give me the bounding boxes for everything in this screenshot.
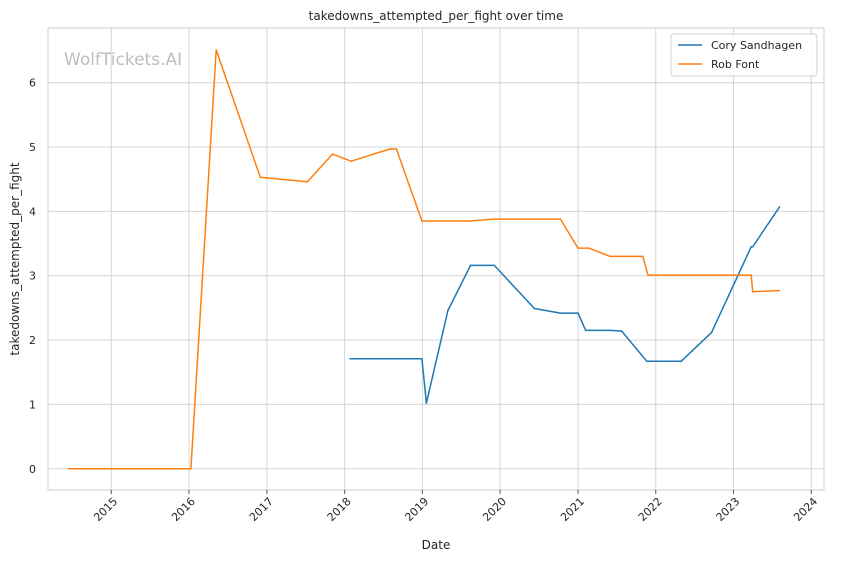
y-axis-label: takedowns_attempted_per_fight (8, 162, 22, 355)
data-point-cory-sandhagen (533, 307, 536, 310)
data-point-rob-font (492, 218, 495, 220)
data-point-cory-sandhagen (609, 329, 611, 332)
data-point-cory-sandhagen (646, 360, 648, 363)
data-point-cory-sandhagen (469, 264, 472, 267)
data-point-rob-font (609, 255, 611, 258)
data-point-rob-font (559, 218, 562, 220)
data-point-rob-font (778, 289, 781, 292)
data-point-cory-sandhagen (778, 206, 781, 208)
legend-label-rob-font: Rob Font (711, 58, 760, 71)
data-point-cory-sandhagen (493, 264, 496, 267)
data-point-cory-sandhagen (710, 331, 713, 334)
legend-box (670, 33, 818, 77)
y-tick-label: 5 (29, 141, 36, 154)
data-point-rob-font (468, 220, 471, 222)
data-point-cory-sandhagen (751, 245, 754, 248)
y-tick-label: 6 (29, 77, 36, 90)
data-point-cory-sandhagen (559, 312, 562, 314)
data-point-cory-sandhagen (421, 357, 423, 360)
y-tick-label: 1 (29, 398, 36, 411)
x-axis-label: Date (422, 538, 451, 552)
y-tick-label: 3 (29, 270, 36, 283)
series-group (67, 49, 781, 470)
y-tick-label: 0 (29, 463, 36, 476)
data-point-rob-font (215, 49, 218, 51)
data-point-cory-sandhagen (680, 360, 682, 363)
data-point-rob-font (388, 148, 391, 150)
data-point-rob-font (67, 467, 70, 470)
chart-title: takedowns_attempted_per_fight over time (309, 9, 564, 23)
data-point-rob-font (641, 255, 644, 258)
data-point-cory-sandhagen (447, 309, 449, 312)
watermark: WolfTickets.AI (64, 50, 182, 70)
data-point-cory-sandhagen (620, 330, 623, 332)
series-line-cory-sandhagen (350, 206, 781, 404)
data-point-rob-font (751, 291, 754, 293)
data-point-cory-sandhagen (584, 329, 587, 332)
data-point-rob-font (331, 153, 334, 155)
data-point-cory-sandhagen (425, 402, 428, 404)
data-point-rob-font (577, 247, 579, 249)
data-point-rob-font (750, 274, 752, 276)
legend: Cory Sandhagen Rob Font (670, 33, 818, 77)
legend-label-cory-sandhagen: Cory Sandhagen (711, 39, 802, 52)
grid (48, 28, 824, 490)
data-point-rob-font (259, 176, 262, 179)
data-point-cory-sandhagen (750, 245, 752, 248)
data-point-rob-font (395, 148, 398, 150)
plot-frame (47, 27, 825, 491)
data-point-rob-font (647, 274, 649, 276)
data-point-rob-font (421, 220, 423, 222)
y-tick-label: 2 (29, 334, 36, 347)
y-tick-label: 4 (29, 205, 36, 218)
data-point-cory-sandhagen (349, 357, 351, 360)
data-point-cory-sandhagen (577, 312, 579, 314)
data-point-rob-font (190, 467, 192, 470)
y-axis-ticks: 0 1 2 3 4 5 6 (29, 77, 36, 476)
data-point-rob-font (306, 180, 309, 183)
data-point-rob-font (350, 160, 353, 162)
data-point-rob-font (587, 247, 590, 249)
